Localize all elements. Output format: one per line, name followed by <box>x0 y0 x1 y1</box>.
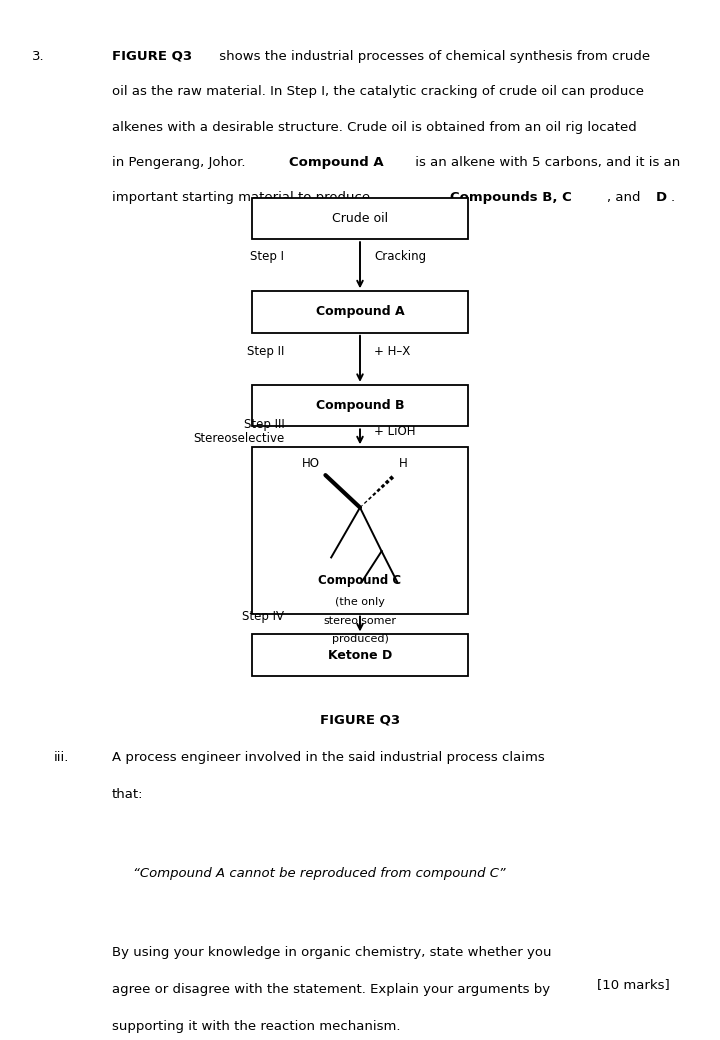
Text: oil as the raw material. In Step I, the catalytic cracking of crude oil can prod: oil as the raw material. In Step I, the … <box>112 85 644 99</box>
FancyBboxPatch shape <box>252 447 468 614</box>
Text: agree or disagree with the statement. Explain your arguments by: agree or disagree with the statement. Ex… <box>112 983 550 996</box>
Text: , and: , and <box>607 191 645 204</box>
Text: alkenes with a desirable structure. Crude oil is obtained from an oil rig locate: alkenes with a desirable structure. Crud… <box>112 121 636 134</box>
Text: + H–X: + H–X <box>374 345 410 358</box>
Text: Step I: Step I <box>251 251 284 263</box>
Text: Step II: Step II <box>247 345 284 358</box>
Text: HO: HO <box>302 457 320 470</box>
Text: supporting it with the reaction mechanism.: supporting it with the reaction mechanis… <box>112 1020 400 1034</box>
Text: 3.: 3. <box>32 50 45 62</box>
Text: Compound B: Compound B <box>316 399 404 412</box>
Text: A process engineer involved in the said industrial process claims: A process engineer involved in the said … <box>112 751 544 763</box>
FancyBboxPatch shape <box>252 385 468 426</box>
Text: that:: that: <box>112 788 143 801</box>
Text: FIGURE Q3: FIGURE Q3 <box>112 50 192 62</box>
Text: H: H <box>399 457 408 470</box>
FancyBboxPatch shape <box>252 291 468 333</box>
Text: + LiOH: + LiOH <box>374 425 416 438</box>
FancyBboxPatch shape <box>252 634 468 676</box>
Text: “Compound A cannot be reproduced from compound C”: “Compound A cannot be reproduced from co… <box>133 867 506 880</box>
Text: Compound A: Compound A <box>289 156 384 168</box>
Text: Stereoselective: Stereoselective <box>193 433 284 445</box>
Text: Crude oil: Crude oil <box>332 212 388 225</box>
Text: shows the industrial processes of chemical synthesis from crude: shows the industrial processes of chemic… <box>215 50 650 62</box>
Text: iii.: iii. <box>54 751 69 763</box>
Text: important starting material to produce: important starting material to produce <box>112 191 374 204</box>
Text: FIGURE Q3: FIGURE Q3 <box>320 713 400 726</box>
Text: .: . <box>670 191 675 204</box>
Text: Step III: Step III <box>243 418 284 431</box>
Text: (the only: (the only <box>335 597 385 607</box>
Text: By using your knowledge in organic chemistry, state whether you: By using your knowledge in organic chemi… <box>112 945 551 959</box>
Text: in Pengerang, Johor.: in Pengerang, Johor. <box>112 156 249 168</box>
Text: [10 marks]: [10 marks] <box>597 978 670 990</box>
Text: is an alkene with 5 carbons, and it is an: is an alkene with 5 carbons, and it is a… <box>411 156 680 168</box>
Text: Ketone D: Ketone D <box>328 649 392 661</box>
Text: Cracking: Cracking <box>374 251 426 263</box>
Text: produced): produced) <box>332 634 388 645</box>
FancyBboxPatch shape <box>252 198 468 239</box>
Text: Compound A: Compound A <box>315 306 405 318</box>
Text: Compound C: Compound C <box>318 574 402 587</box>
Text: D: D <box>656 191 667 204</box>
Text: Step IV: Step IV <box>243 610 284 623</box>
Text: stereoisomer: stereoisomer <box>323 616 397 626</box>
Text: Compounds B, C: Compounds B, C <box>450 191 572 204</box>
